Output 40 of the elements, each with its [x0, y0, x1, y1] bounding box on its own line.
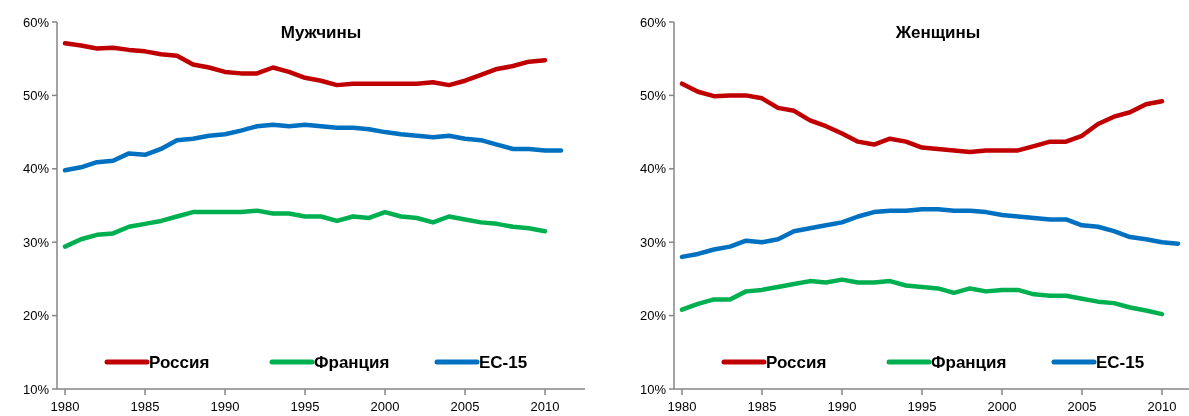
legend-label: Франция: [314, 352, 390, 372]
line-series: [679, 81, 1165, 155]
x-tick-label: 1995: [907, 399, 937, 414]
y-tick-label: 50%: [639, 87, 667, 103]
y-tick-label: 20%: [639, 308, 667, 324]
x-tick-label: 2005: [450, 399, 480, 414]
line-series: [62, 122, 564, 173]
y-tick-label: 60%: [639, 14, 667, 30]
line-series: [679, 206, 1181, 260]
y-tick-label: 30%: [22, 234, 50, 250]
legend-label: Франция: [931, 352, 1007, 372]
legend-label: Россия: [149, 352, 210, 372]
y-tick-label: 40%: [22, 161, 50, 177]
x-tick-label: 1990: [827, 399, 857, 414]
legend-label: ЕС-15: [479, 352, 528, 372]
x-tick-label: 1985: [130, 399, 160, 414]
x-tick-label: 2000: [370, 399, 400, 414]
y-tick-label: 10%: [22, 381, 50, 397]
legend-label: ЕС-15: [1096, 352, 1145, 372]
line-series: [62, 41, 548, 88]
chart-title: Мужчины: [280, 23, 362, 42]
x-tick-label: 1985: [747, 399, 777, 414]
y-tick-label: 50%: [22, 87, 50, 103]
x-tick-label: 1995: [290, 399, 320, 414]
line-series: [679, 277, 1165, 317]
x-tick-label: 1980: [50, 399, 80, 414]
y-tick-label: 20%: [22, 308, 50, 324]
x-tick-label: 2010: [1147, 399, 1177, 414]
chart-title: Женщины: [894, 23, 981, 42]
x-tick-label: 2000: [987, 399, 1017, 414]
y-tick-label: 40%: [639, 161, 667, 177]
y-tick-label: 60%: [22, 14, 50, 30]
x-tick-label: 2005: [1067, 399, 1097, 414]
line-series: [62, 208, 548, 249]
x-tick-label: 1980: [667, 399, 697, 414]
x-tick-label: 1990: [210, 399, 240, 414]
legend-label: Россия: [766, 352, 827, 372]
y-tick-label: 30%: [639, 234, 667, 250]
y-tick-label: 10%: [639, 381, 667, 397]
x-tick-label: 2010: [530, 399, 560, 414]
